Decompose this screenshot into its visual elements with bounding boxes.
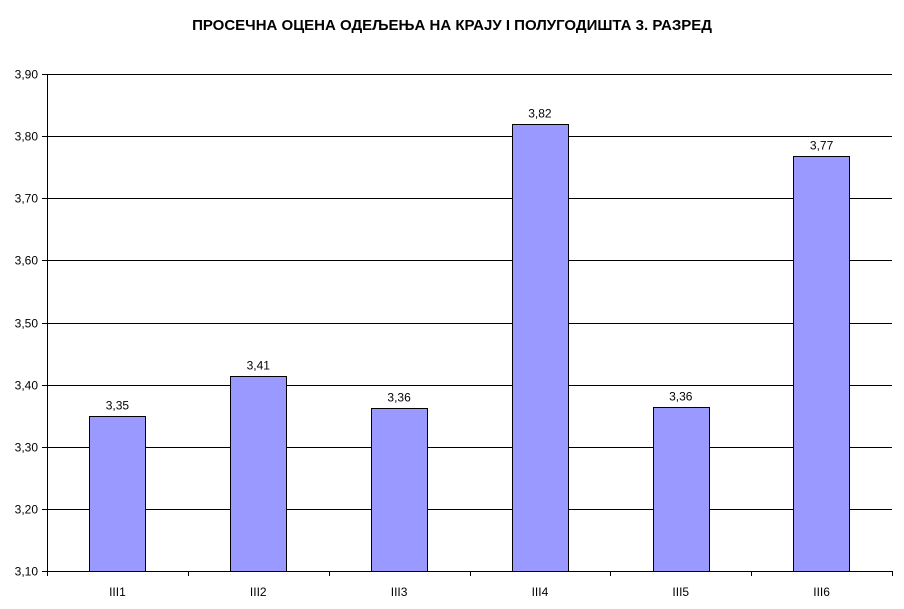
- y-tick-labels: 3,10 3,20 3,30 3,40 3,50 3,60 3,70 3,80 3,90: [15, 68, 39, 579]
- x-tick-label: III3: [391, 585, 408, 599]
- x-tick-label: III2: [250, 585, 267, 599]
- data-label: 3,77: [810, 139, 834, 153]
- axes: [42, 74, 893, 576]
- y-tick-label: 3,40: [15, 379, 39, 393]
- gridlines: [47, 74, 892, 510]
- bar-iii1: [89, 416, 146, 572]
- chart-title: ПРОСЕЧНА ОЦЕНА ОДЕЉЕЊА НА КРАЈУ I ПОЛУГО…: [192, 17, 712, 34]
- y-tick-label: 3,90: [15, 68, 39, 82]
- data-labels: 3,35 3,41 3,36 3,82 3,36 3,77: [106, 107, 834, 413]
- bar-iii6: [793, 156, 850, 572]
- y-tick-label: 3,20: [15, 503, 39, 517]
- bar-iii5: [653, 407, 710, 572]
- bar-iii4: [512, 124, 569, 572]
- x-tick-label: III4: [532, 585, 549, 599]
- data-label: 3,35: [106, 399, 130, 413]
- bar-iii3: [371, 408, 428, 572]
- y-tick-label: 3,10: [15, 565, 39, 579]
- y-tick-label: 3,30: [15, 441, 39, 455]
- bars: [89, 124, 850, 572]
- x-tick-label: III1: [109, 585, 126, 599]
- x-tick-labels: III1 III2 III3 III4 III5 III6: [109, 585, 830, 599]
- data-label: 3,36: [387, 391, 411, 405]
- y-tick-label: 3,60: [15, 254, 39, 268]
- y-tick-label: 3,50: [15, 317, 39, 331]
- y-tick-label: 3,80: [15, 130, 39, 144]
- x-tick-label: III6: [813, 585, 830, 599]
- x-tick-label: III5: [672, 585, 689, 599]
- data-label: 3,82: [528, 107, 552, 121]
- bar-iii2: [230, 376, 287, 572]
- data-label: 3,36: [669, 390, 693, 404]
- data-label: 3,41: [247, 359, 271, 373]
- y-tick-label: 3,70: [15, 192, 39, 206]
